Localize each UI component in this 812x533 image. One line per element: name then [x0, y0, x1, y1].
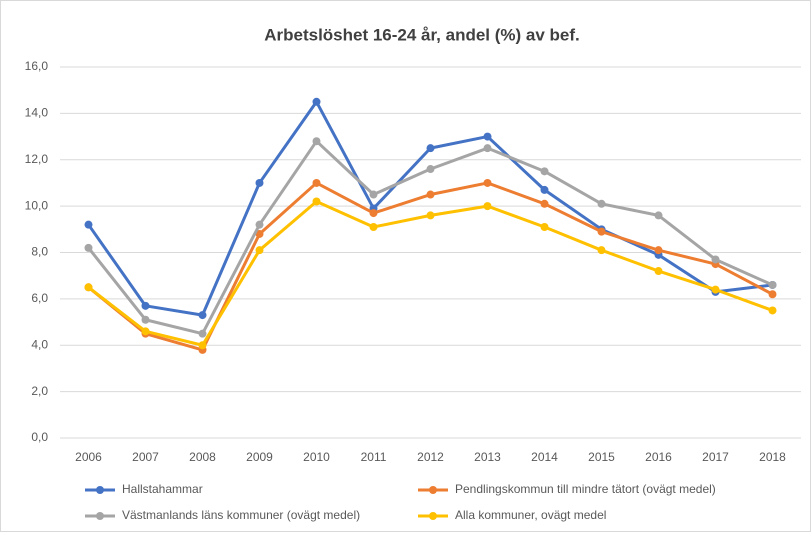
series-marker — [768, 280, 777, 289]
series-marker — [426, 144, 435, 153]
series-marker — [540, 222, 549, 231]
series-marker — [768, 290, 777, 299]
x-tick-label: 2008 — [189, 450, 216, 464]
series-marker — [84, 283, 93, 292]
x-tick-label: 2006 — [75, 450, 102, 464]
y-tick-label: 10,0 — [25, 198, 49, 212]
series-marker — [84, 243, 93, 252]
series-marker — [141, 315, 150, 324]
series-marker — [312, 178, 321, 187]
series-marker — [312, 197, 321, 206]
series-marker — [84, 220, 93, 229]
y-tick-label: 8,0 — [31, 245, 48, 259]
series-marker — [597, 227, 606, 236]
series-marker — [426, 165, 435, 174]
x-tick-label: 2017 — [702, 450, 729, 464]
x-tick-label: 2015 — [588, 450, 615, 464]
x-tick-label: 2009 — [246, 450, 273, 464]
chart-title: Arbetslöshet 16-24 år, andel (%) av bef. — [264, 25, 580, 44]
y-tick-label: 12,0 — [25, 152, 49, 166]
series-marker — [255, 178, 264, 187]
series-marker — [654, 211, 663, 220]
series-marker — [369, 209, 378, 218]
x-tick-label: 2018 — [759, 450, 786, 464]
y-tick-label: 2,0 — [31, 384, 48, 398]
legend-marker — [96, 486, 104, 494]
series-marker — [255, 246, 264, 255]
legend-marker — [96, 512, 104, 520]
series-marker — [483, 132, 492, 141]
series-marker — [711, 285, 720, 294]
legend-marker — [429, 486, 437, 494]
y-tick-label: 0,0 — [31, 430, 48, 444]
x-tick-label: 2013 — [474, 450, 501, 464]
series-marker — [141, 301, 150, 310]
x-tick-label: 2016 — [645, 450, 672, 464]
legend-marker — [429, 512, 437, 520]
series-marker — [369, 222, 378, 231]
x-tick-label: 2014 — [531, 450, 558, 464]
series-marker — [426, 211, 435, 220]
series-marker — [768, 306, 777, 315]
series-marker — [540, 199, 549, 208]
series-marker — [654, 267, 663, 276]
series-marker — [312, 97, 321, 106]
x-tick-label: 2012 — [417, 450, 444, 464]
series-marker — [483, 202, 492, 211]
series-marker — [198, 311, 207, 320]
series-marker — [369, 190, 378, 199]
series-marker — [141, 327, 150, 336]
series-marker — [540, 185, 549, 194]
series-marker — [483, 178, 492, 187]
series-marker — [198, 329, 207, 338]
y-tick-label: 6,0 — [31, 291, 48, 305]
y-tick-label: 14,0 — [25, 106, 49, 120]
x-tick-label: 2010 — [303, 450, 330, 464]
y-tick-label: 4,0 — [31, 337, 48, 351]
series-marker — [483, 144, 492, 153]
series-marker — [426, 190, 435, 199]
series-marker — [654, 246, 663, 255]
legend-label: Alla kommuner, ovägt medel — [455, 508, 606, 522]
legend-label: Hallstahammar — [122, 482, 203, 496]
series-marker — [597, 199, 606, 208]
series-marker — [597, 246, 606, 255]
series-marker — [198, 341, 207, 350]
series-marker — [255, 220, 264, 229]
series-marker — [255, 229, 264, 238]
legend-label: Västmanlands läns kommuner (ovägt medel) — [122, 508, 360, 522]
series-marker — [540, 167, 549, 176]
series-marker — [711, 255, 720, 264]
x-tick-label: 2007 — [132, 450, 159, 464]
y-tick-label: 16,0 — [25, 59, 49, 73]
legend-label: Pendlingskommun till mindre tätort (oväg… — [455, 482, 716, 496]
series-marker — [312, 137, 321, 146]
x-tick-label: 2011 — [361, 450, 387, 464]
